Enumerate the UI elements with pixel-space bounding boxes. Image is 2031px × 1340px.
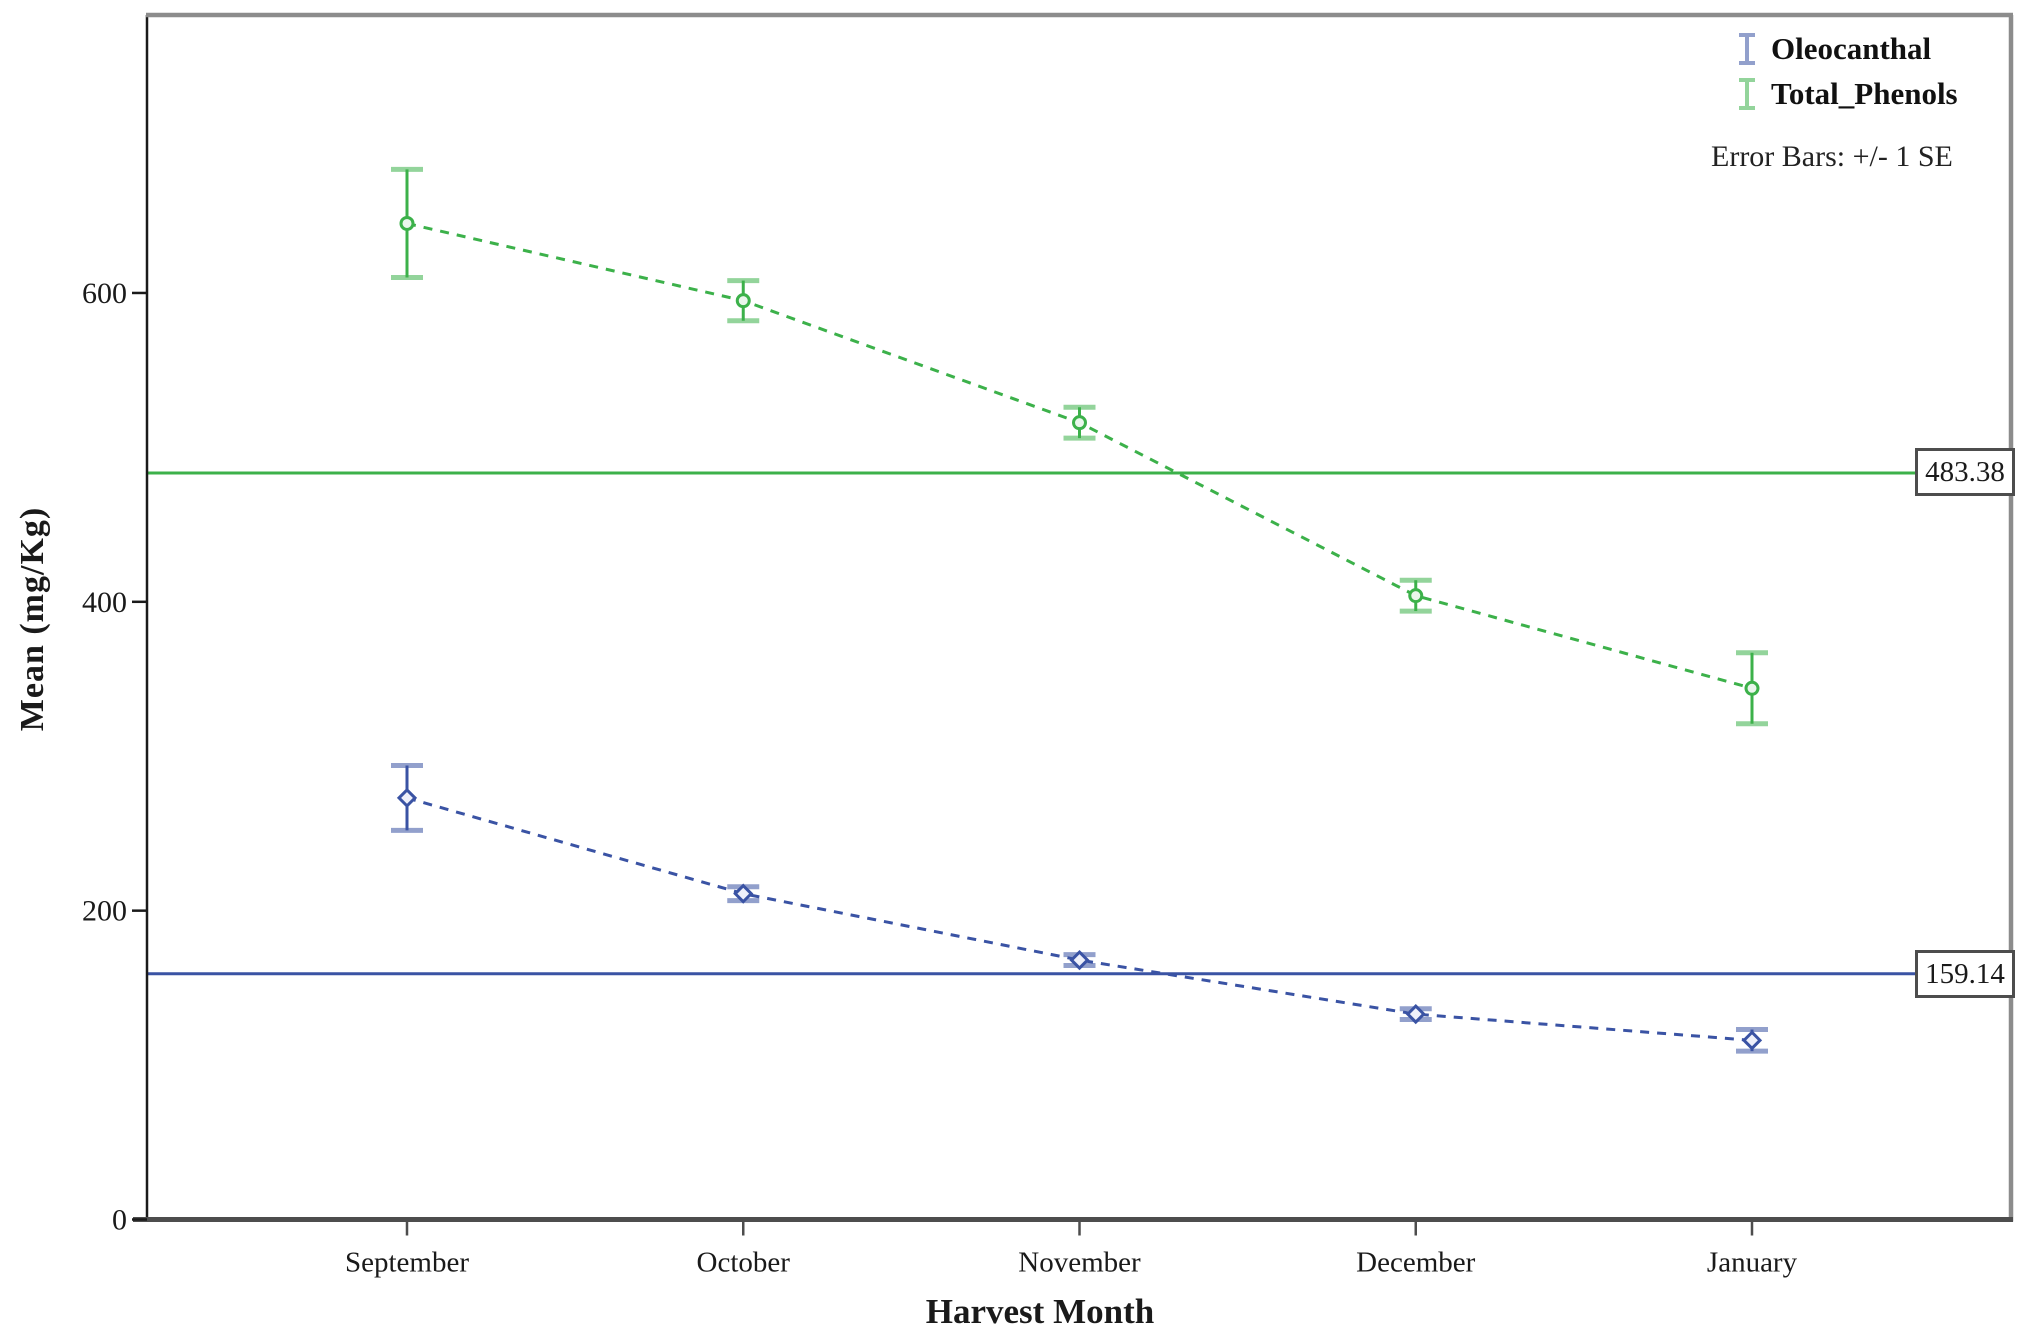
data-point-marker [399,215,415,231]
reference-line-label-total-phenols: 483.38 [1915,448,2015,496]
x-tick-label: December [1356,1247,1475,1279]
y-tick-label: 400 [82,586,127,619]
legend-label-oleocanthal: Oleocanthal [1771,30,1932,66]
series-line-oleocanthal [406,796,1753,1042]
data-point-marker [1408,588,1424,604]
series-line-total_phenols [406,222,1753,690]
x-tick-label: November [1018,1247,1141,1279]
data-point-marker [1744,680,1760,696]
y-tick-label: 0 [112,1204,127,1237]
data-point-marker [733,883,754,904]
data-point-marker [1405,1003,1426,1025]
legend: Oleocanthal Total_Phenols Error Bars: +/… [1695,26,2015,174]
error-bars-note: Error Bars: +/- 1 SE [1711,140,1953,173]
error-bar-icon-green [1739,77,1755,110]
data-point-marker [1072,415,1087,431]
reference-line-label-oleocanthal: 159.14 [1915,950,2015,998]
data-point-marker [396,787,418,809]
x-tick-label: January [1707,1247,1798,1279]
legend-label-total-phenols: Total_Phenols [1771,75,1958,111]
legend-item-total-phenols: Total_Phenols [1695,71,1958,116]
data-point-marker [1069,949,1090,971]
x-axis-title: Harvest Month [925,1292,1155,1331]
data-point-marker [1741,1030,1763,1051]
legend-item-oleocanthal: Oleocanthal [1695,26,1931,71]
data-point-marker [735,293,751,309]
x-tick-label: September [345,1247,469,1279]
x-tick-label: October [697,1247,791,1279]
y-tick-label: 200 [82,895,127,928]
error-bar-icon-blue [1739,32,1755,65]
y-tick-label: 600 [82,277,127,310]
y-axis-title: Mean (mg/Kg) [14,506,51,732]
